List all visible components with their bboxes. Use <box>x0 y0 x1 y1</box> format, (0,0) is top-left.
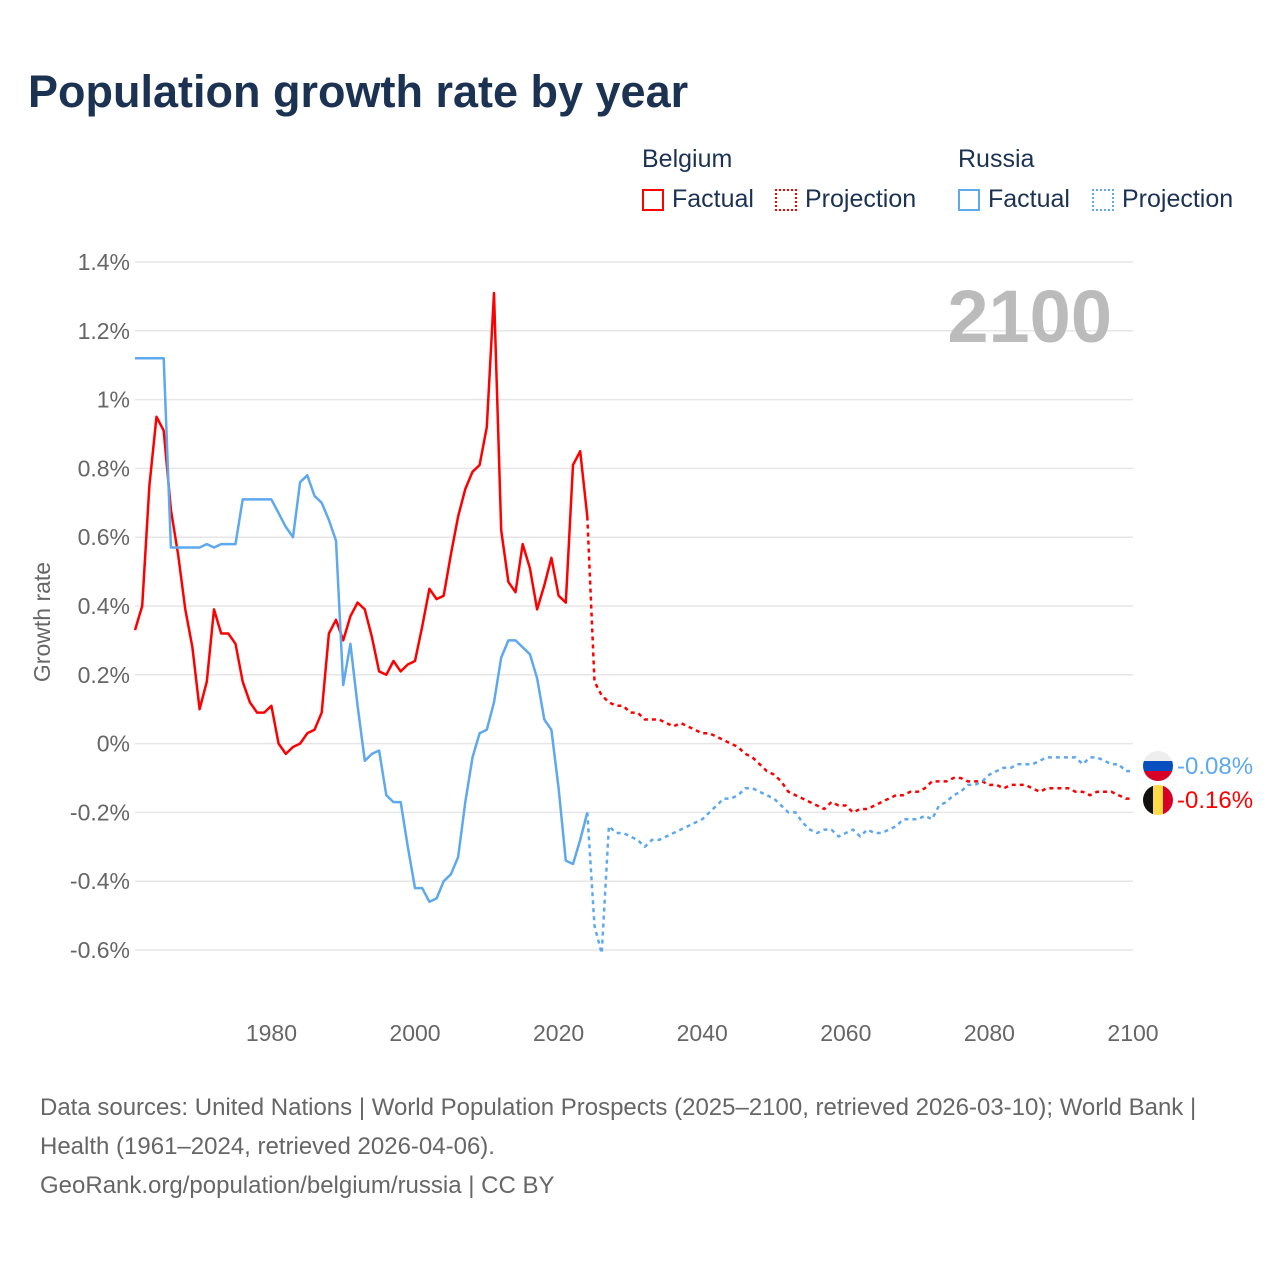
x-tick-label: 2080 <box>964 1020 1015 1046</box>
legend-russia-factual[interactable]: Factual <box>958 185 1070 214</box>
x-tick-label: 2100 <box>1107 1020 1158 1046</box>
series-line-russia-projection <box>586 756 1133 955</box>
y-axis-ticks: 1.4% 1.2% 1% 0.8% 0.6% 0.4% 0.2% 0% -0.2% -0.4% -0… <box>70 249 130 963</box>
y-tick-label: 0% <box>97 731 130 757</box>
end-value-label: -0.16% <box>1177 787 1253 814</box>
solid-swatch-icon <box>642 188 664 211</box>
end-value-label: -0.08% <box>1177 753 1253 780</box>
russia-flag-icon <box>1143 751 1173 781</box>
legend-russia-projection[interactable]: Projection <box>1092 185 1233 214</box>
legend-belgium-projection[interactable]: Projection <box>775 185 916 214</box>
solid-swatch-icon <box>958 188 980 211</box>
y-tick-label: -0.4% <box>70 868 130 894</box>
y-tick-label: 1.2% <box>78 318 130 344</box>
year-watermark: 2100 <box>947 275 1112 358</box>
end-label-belgium: -0.16% <box>1143 785 1253 815</box>
y-tick-label: 1.4% <box>78 249 130 275</box>
line-chart: 1.4% 1.2% 1% 0.8% 0.6% 0.4% 0.2% 0% -0.2% -0.4% -0… <box>29 249 1253 1046</box>
y-tick-label: 0.8% <box>78 455 130 481</box>
gridlines <box>135 261 1133 951</box>
legend-russia-heading: Russia <box>958 145 1035 173</box>
legend-label: Projection <box>1122 185 1234 213</box>
dotted-swatch-icon <box>1092 188 1114 211</box>
x-tick-label: 2060 <box>820 1020 871 1046</box>
y-tick-label: 0.6% <box>78 524 130 550</box>
attribution-link[interactable]: GeoRank.org/population/belgium/russia | … <box>40 1172 555 1199</box>
data-sources: Data sources: United Nations | World Pop… <box>40 1094 1197 1160</box>
dotted-swatch-icon <box>775 188 797 211</box>
footer: Data sources: United Nations | World Pop… <box>40 1088 1240 1205</box>
legend-label: Factual <box>672 185 754 213</box>
belgium-flag-icon <box>1143 785 1173 815</box>
series-line-russia-factual <box>135 357 589 904</box>
y-axis-label: Growth rate <box>29 562 55 682</box>
series-line-belgium-projection <box>586 516 1133 814</box>
end-labels: -0.08% -0.16% <box>1143 751 1253 815</box>
x-tick-label: 1980 <box>246 1020 297 1046</box>
series-line-belgium-factual <box>133 291 589 756</box>
y-tick-label: 1% <box>97 387 130 413</box>
y-tick-label: 0.4% <box>78 593 130 619</box>
legend-belgium-heading: Belgium <box>642 145 733 173</box>
legend-label: Projection <box>805 185 917 213</box>
y-tick-label: -0.6% <box>70 937 130 963</box>
x-tick-label: 2020 <box>533 1020 584 1046</box>
x-axis-ticks: 1980 2000 2020 2040 2060 2080 2100 <box>246 1020 1159 1046</box>
legend-belgium-factual[interactable]: Factual <box>642 185 754 214</box>
y-tick-label: 0.2% <box>78 662 130 688</box>
series-lines <box>133 291 1133 955</box>
x-tick-label: 2000 <box>389 1020 440 1046</box>
chart-title: Population growth rate by year <box>28 66 689 117</box>
y-tick-label: -0.2% <box>70 799 130 825</box>
legend-label: Factual <box>988 185 1070 213</box>
end-label-russia: -0.08% <box>1143 751 1253 781</box>
x-tick-label: 2040 <box>677 1020 728 1046</box>
